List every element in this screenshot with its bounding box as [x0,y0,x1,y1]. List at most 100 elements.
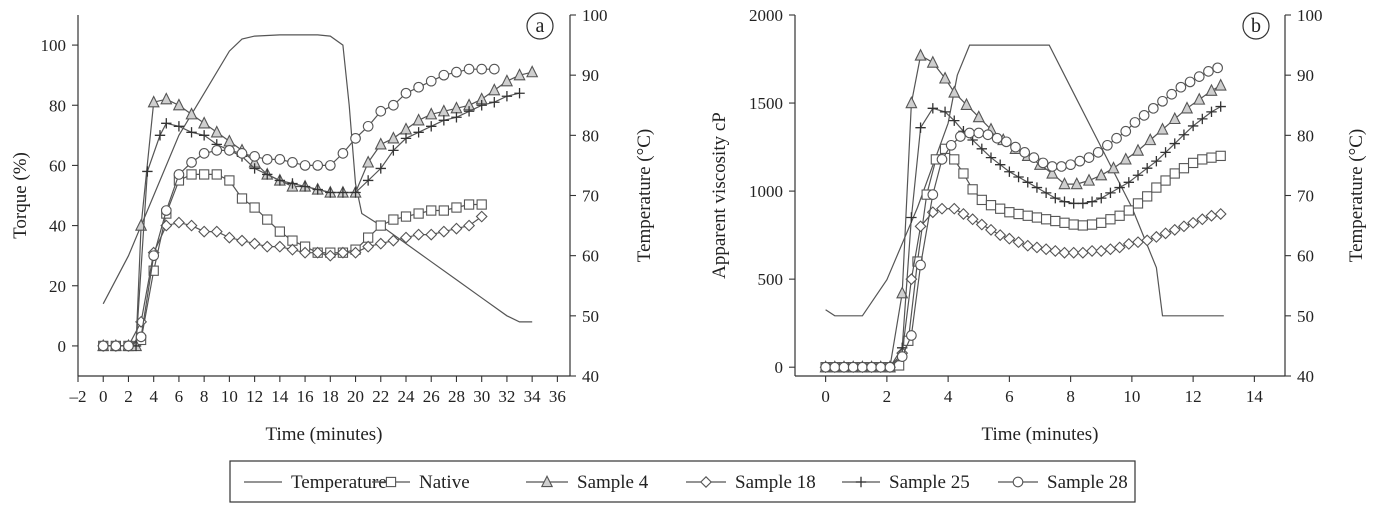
series-s28-point [224,145,235,156]
y2-tick-label: 60 [582,247,599,266]
series-native-point [985,200,997,211]
series-s25-point [1059,196,1070,207]
series-s25-point [262,169,273,180]
panel-a: –2 0 2 4 6 8 10 12 14 16 18 20 22 24 26 28 30 32 34 3602040… [10,6,655,445]
series-s28-point [186,157,197,168]
series-s18-point [1177,220,1190,233]
series-s25-point [915,122,926,133]
series-s4-point [210,125,223,138]
series-s28-point [820,361,831,373]
series-s18-point [273,240,286,253]
x-tick-label: –2 [69,387,87,406]
series-s28-point [1193,71,1205,82]
series-s25-point [985,152,997,163]
x-tick-label: 28 [448,387,465,406]
series-s18-point [1214,208,1227,220]
series-s18-point [198,225,211,238]
series-native-point [249,202,260,213]
y2-tick-label: 40 [1297,367,1314,386]
x-tick-label: 10 [1123,387,1140,406]
series-s28-point [1120,125,1132,137]
series-s25-point [1077,198,1089,209]
series-s18-point [261,240,274,253]
temperature-line [102,34,533,323]
series-s4-point [387,131,400,144]
series-s28 [820,62,1223,373]
series-s25-point [1187,120,1199,132]
series-s4-point [960,97,973,110]
series-s25-point [489,97,500,108]
legend-label-s4: Sample 4 [577,472,649,493]
series-s28-point [1138,110,1150,121]
series-s25-point [1086,196,1098,207]
series-native-line [103,173,482,347]
y2-tick-label: 50 [582,307,599,326]
series-s25-point [939,106,951,118]
series-s25-point [1197,113,1208,125]
series-s18-point [236,234,248,247]
series-s18-point [1067,246,1080,259]
legend-label-s25: Sample 25 [889,472,970,493]
series-s25-point [154,130,166,141]
series-s28-point [1019,147,1031,158]
series-s28-point [438,69,450,81]
series-s28-point [324,160,336,171]
series-s4-point [914,48,927,61]
y2-tick-label: 80 [1297,126,1314,145]
series-s4-point [1180,101,1194,114]
series-s4-point [948,85,961,98]
legend-item-s25: Sample 25 [842,472,970,493]
y-tick-label: 2000 [749,6,783,25]
series-s28-point [1102,139,1113,151]
series-s25-point [1105,187,1116,199]
legend-label-native: Native [419,472,470,493]
series-native-point [1059,217,1070,228]
series-s28-point [964,127,975,139]
series-s28-point [1203,66,1214,77]
series-s4-point [425,107,438,120]
y-axis-title: Apparent viscosity cP [709,112,730,279]
series-s4-point [1046,166,1059,179]
series-s28-point [1184,76,1196,88]
series-s4-point [412,113,425,126]
series-s25-point [1151,155,1162,167]
series-native-point [1142,191,1153,202]
series-s28-point [838,361,850,373]
x-tick-label: 20 [347,387,364,406]
series-native-point [1215,150,1226,162]
series-s25-point [976,143,988,155]
series-s4-point [905,96,918,109]
series-native-point [1040,214,1052,225]
series-s28-point [896,351,908,362]
series-s4-point [374,137,387,150]
series-s25-point [1132,170,1144,181]
y2-tick-label: 70 [1297,187,1314,206]
series-s18-point [1113,241,1126,254]
series-s28-point [1092,147,1104,158]
x-tick-label: 32 [498,387,515,406]
legend-item-s4: Sample 4 [526,472,649,493]
series-s25-point [161,118,172,129]
series-s28-point [362,120,374,132]
series-s18-point [336,246,349,259]
series-s28-point [287,157,298,168]
series-s25-point [388,145,399,156]
series-s28-point [173,169,185,180]
series-s18-point [975,218,988,231]
series-s28-point [1028,152,1040,163]
y2-tick-label: 70 [582,187,599,206]
series-native-point [1197,154,1208,165]
series-native-point [1187,157,1199,169]
legend-item-s28: Sample 28 [998,472,1128,493]
series-s28-point [261,154,273,165]
series-native-point [426,205,437,216]
series-s18-point [1058,246,1071,259]
series-s28-point [1147,102,1159,114]
series-s28-point [1166,88,1178,100]
legend-marker-native [385,476,397,488]
series-s25-point [400,133,412,144]
series-s28-point [274,154,286,165]
series-s28-point [1010,141,1021,153]
series-s4-point [147,95,160,108]
series-s4-point [399,122,413,135]
